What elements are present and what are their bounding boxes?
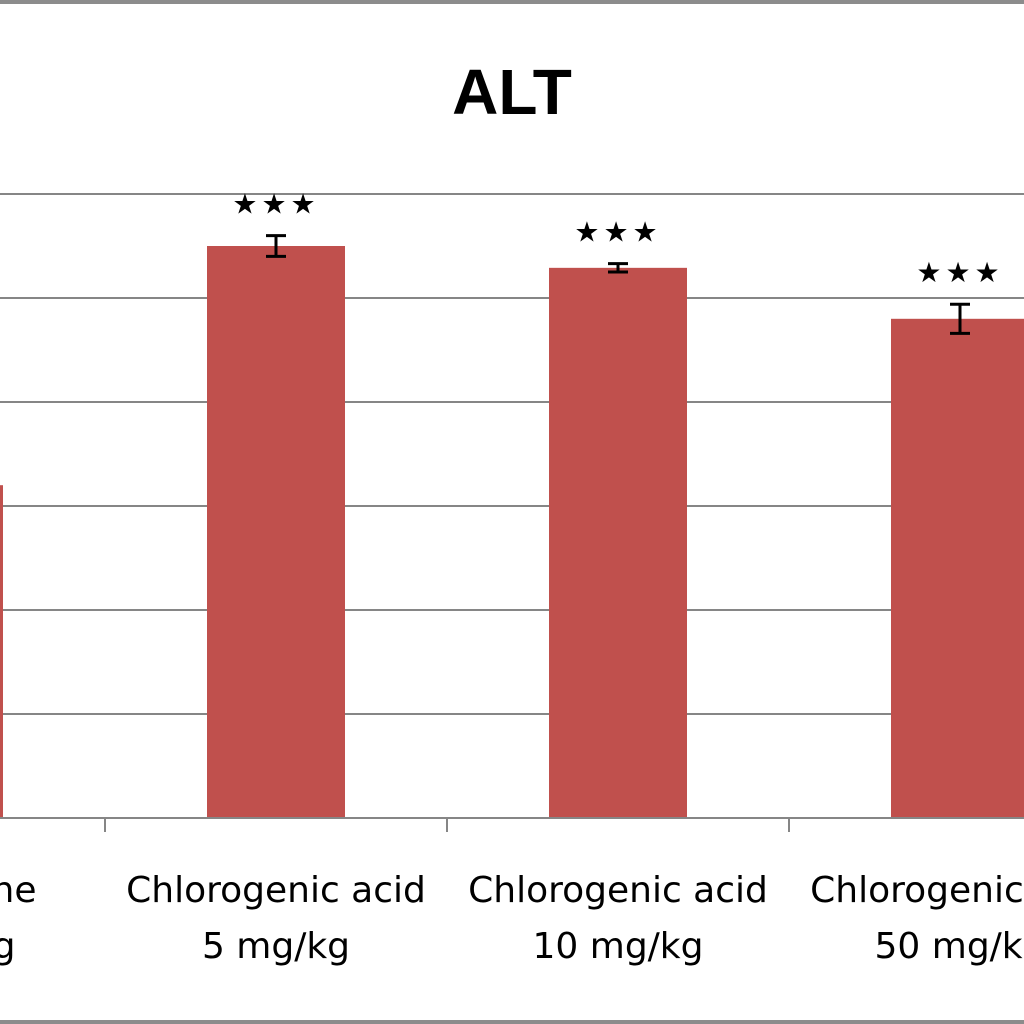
category-label-line1: …line xyxy=(0,870,36,911)
gridlines xyxy=(0,193,1024,715)
x-axis xyxy=(0,817,1024,832)
bar xyxy=(207,246,345,818)
category-labels: …line …g Chlorogenic acid 5 mg/kg Chlorogeni… xyxy=(0,870,1024,967)
category-label-line2: …g xyxy=(0,926,15,967)
category-label-line1: Chlorogenic acid xyxy=(126,870,426,911)
category-label-line2: 50 mg/kg xyxy=(875,926,1024,967)
significance-marker: ★★★ xyxy=(232,188,319,221)
bar xyxy=(549,267,687,819)
bar xyxy=(891,318,1024,818)
chart-title: ALT xyxy=(452,56,572,128)
category-label-line2: 5 mg/kg xyxy=(202,926,350,967)
significance-marker: ★★★ xyxy=(574,216,661,249)
error-bars xyxy=(266,234,970,335)
bars xyxy=(0,246,1024,819)
error-bar xyxy=(266,234,286,258)
error-bar xyxy=(950,302,970,335)
category-label-line1: Chlorogenic acid xyxy=(468,870,768,911)
category-label-line2: 10 mg/kg xyxy=(533,926,704,967)
error-bar xyxy=(608,262,628,274)
significance-marker: ★★★ xyxy=(916,256,1003,289)
bar xyxy=(0,485,3,818)
category-label-line1: Chlorogenic acid xyxy=(810,870,1024,911)
significance-labels: ★★★ ★★★ ★★★ xyxy=(232,188,1003,290)
